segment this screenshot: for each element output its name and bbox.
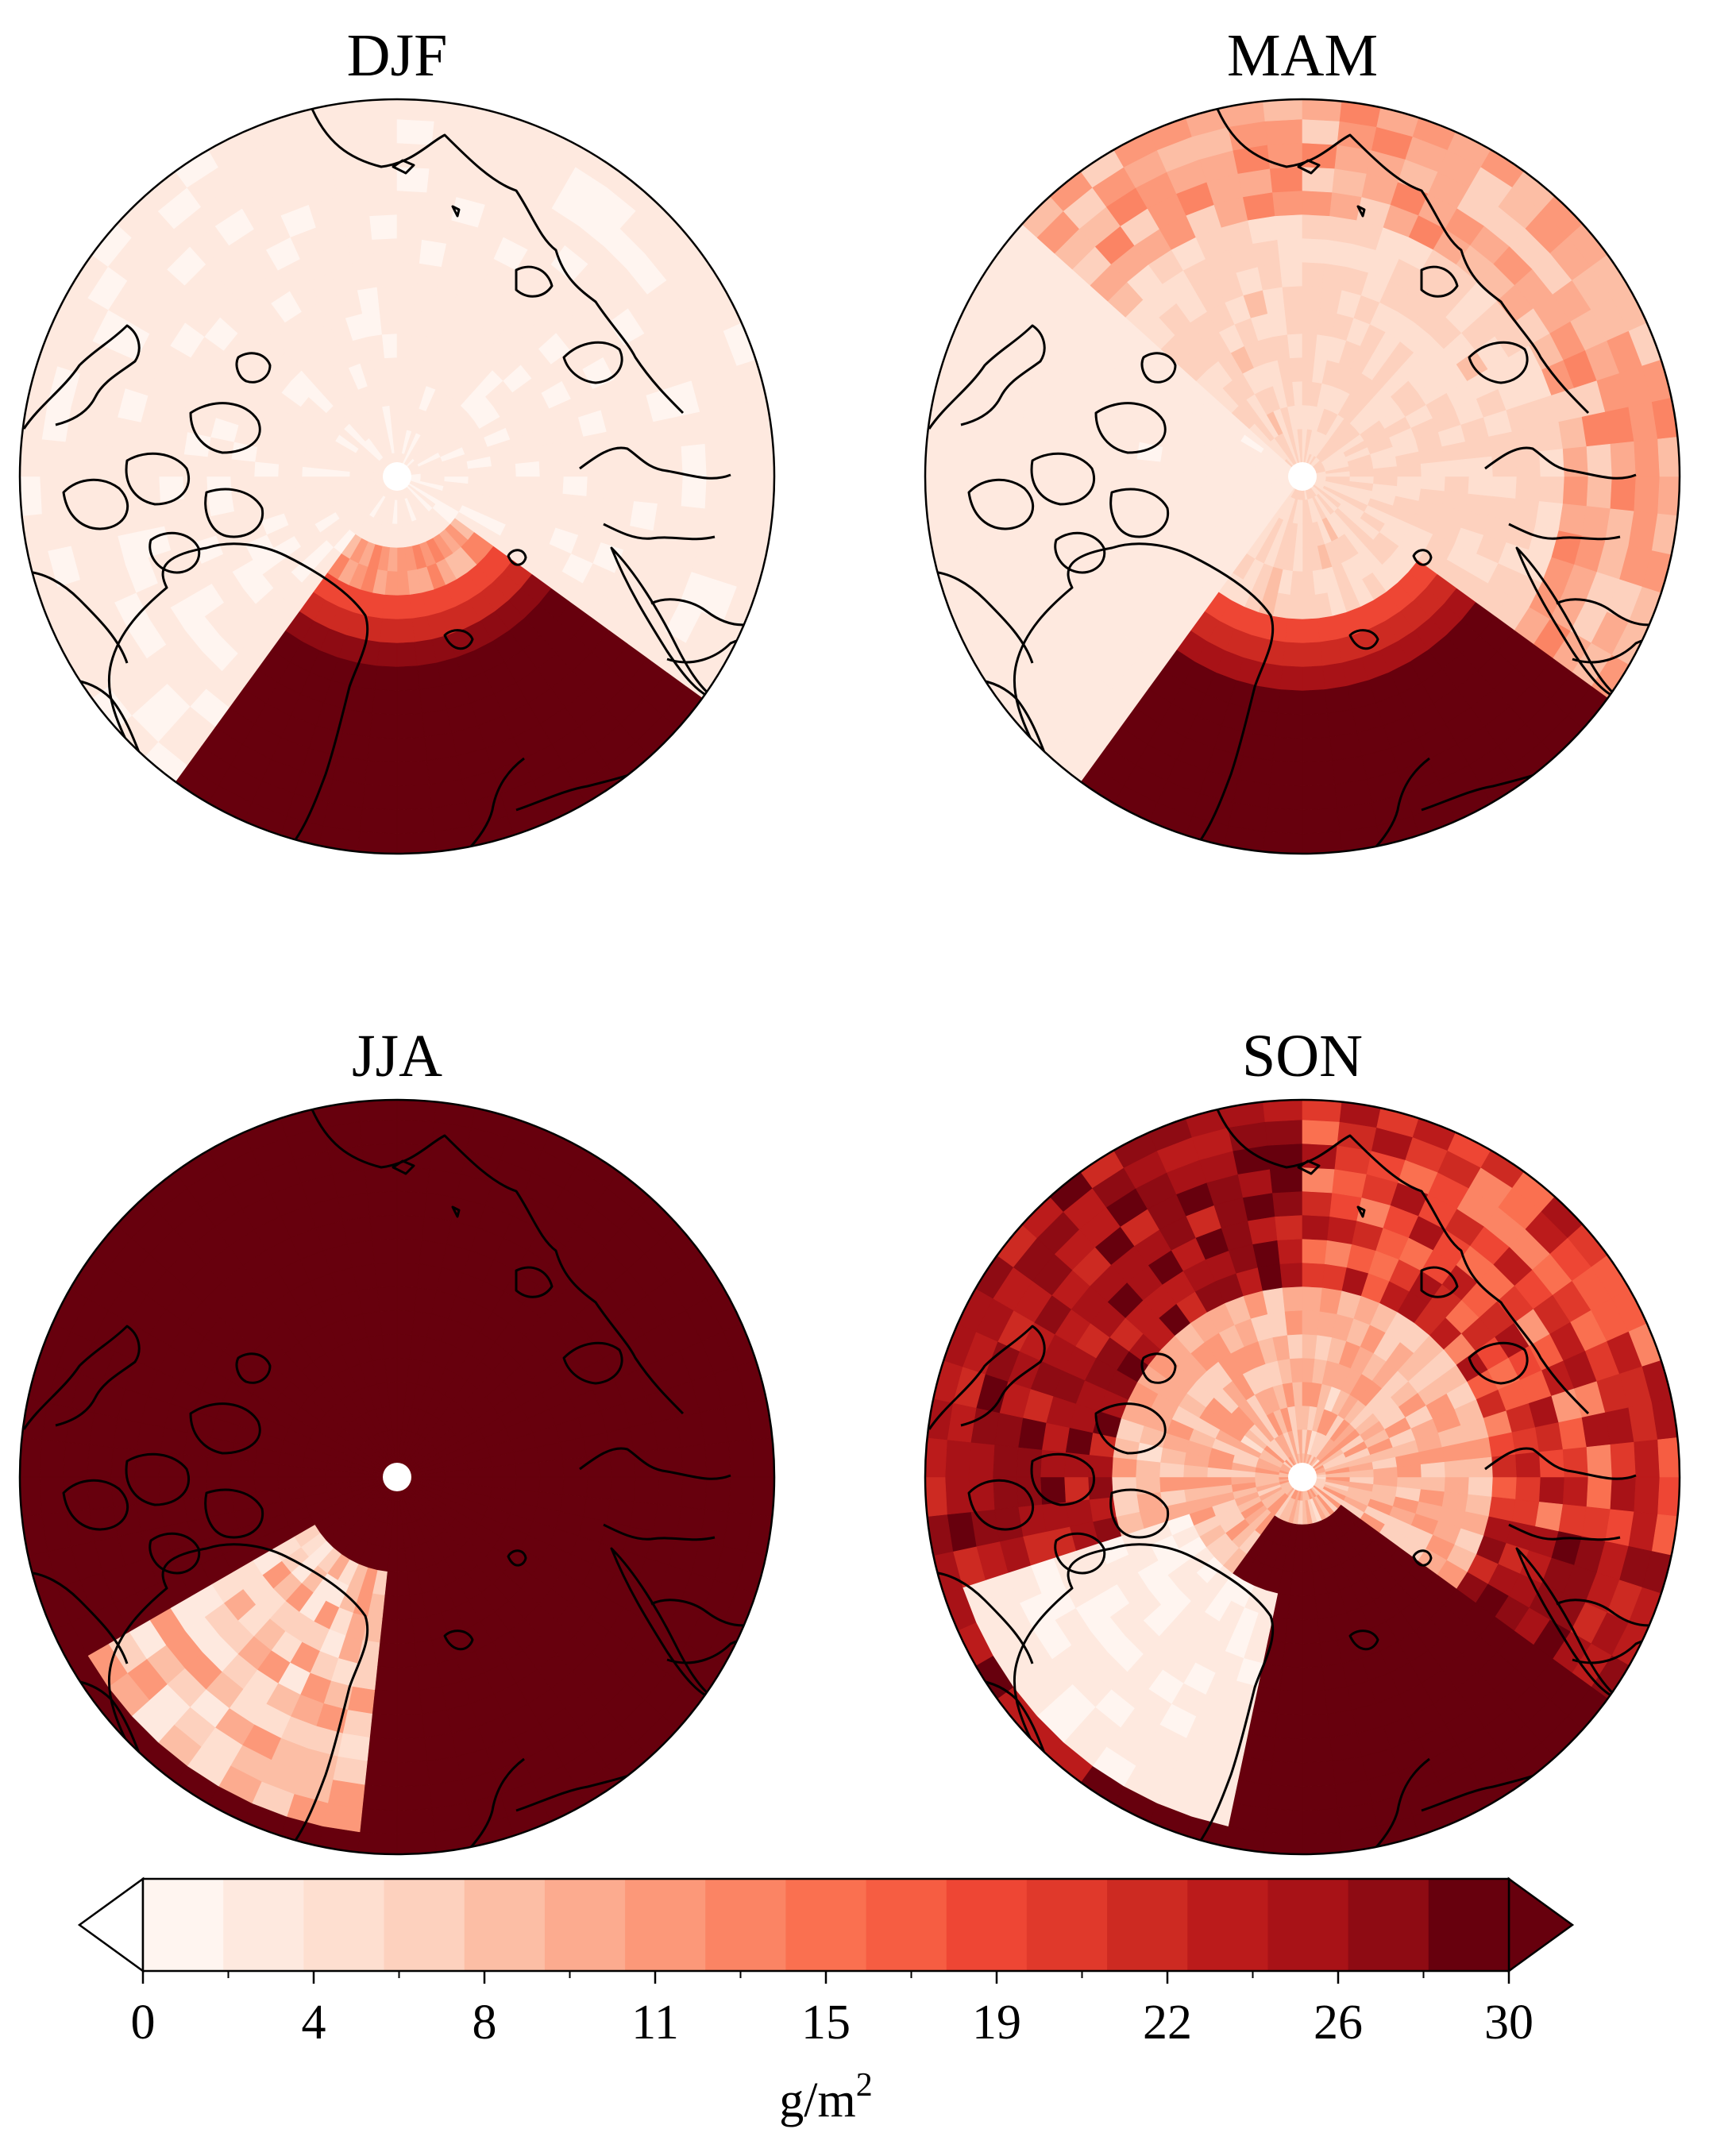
map-panel-djf: DJF <box>18 22 776 855</box>
colorbar-swatch <box>1026 1879 1108 1971</box>
concentration-field <box>925 1100 1680 1854</box>
colorbar-swatch <box>1107 1879 1189 1971</box>
colorbar-tick-label: 22 <box>1143 1996 1192 2050</box>
colorbar-swatch <box>785 1879 867 1971</box>
concentration-field <box>20 1100 774 1854</box>
colorbar-tick-label: 30 <box>1484 1996 1533 2050</box>
pole-marker <box>1288 462 1317 491</box>
concentration-field <box>925 99 1680 854</box>
colorbar-swatch <box>705 1879 787 1971</box>
map-boundary <box>924 98 1681 855</box>
pole-marker <box>1288 1463 1317 1491</box>
colorbar-tick-label: 26 <box>1314 1996 1363 2050</box>
colorbar-swatch <box>223 1879 305 1971</box>
colorbar-tick-label: 8 <box>473 1996 497 2050</box>
pole-marker <box>383 1463 411 1491</box>
unit-base: g/m <box>779 2073 855 2127</box>
colorbar-swatch <box>866 1879 947 1971</box>
panel-title: MAM <box>1227 22 1378 89</box>
map-panel-son: SON <box>924 1023 1681 1856</box>
colorbar: 0 4 8 11 15 19 22 26 30 g/m2 <box>77 1876 1575 2127</box>
colorbar-swatch <box>303 1879 385 1971</box>
panel-title: JJA <box>352 1023 442 1090</box>
colorbar-swatch <box>1428 1879 1510 1971</box>
colorbar-swatch <box>544 1879 626 1971</box>
colorbar-tick-label: 19 <box>972 1996 1021 2050</box>
map-boundary <box>18 98 776 855</box>
pole-marker <box>383 462 411 491</box>
colorbar-tick-label: 15 <box>801 1996 851 2050</box>
colorbar-unit-label: g/m2 <box>779 2067 872 2127</box>
map-panel-jja: JJA <box>18 1023 776 1856</box>
panel-title: SON <box>1242 1023 1363 1090</box>
colorbar-tick-label: 11 <box>631 1996 679 2050</box>
panel-grid: DJF MAM JJA SON <box>18 22 1681 1856</box>
panel-title: DJF <box>347 22 448 89</box>
map-boundary <box>18 1098 776 1856</box>
colorbar-extend-min <box>77 1876 145 1973</box>
map-panel-mam: MAM <box>924 22 1681 855</box>
colorbar-swatch <box>1267 1879 1349 1971</box>
colorbar-swatch <box>1187 1879 1269 1971</box>
colorbar-tick-label: 4 <box>302 1996 326 2050</box>
colorbar-tick-label: 0 <box>131 1996 156 2050</box>
unit-exponent: 2 <box>856 2067 873 2104</box>
colorbar-swatch <box>143 1879 224 1971</box>
map-boundary <box>924 1098 1681 1856</box>
colorbar-swatch <box>1348 1879 1429 1971</box>
colorbar-swatch <box>625 1879 707 1971</box>
colorbar-extend-max <box>1507 1876 1575 1973</box>
colorbar-swatch <box>464 1879 546 1971</box>
colorbar-swatch <box>946 1879 1028 1971</box>
colorbar-swatch <box>384 1879 465 1971</box>
